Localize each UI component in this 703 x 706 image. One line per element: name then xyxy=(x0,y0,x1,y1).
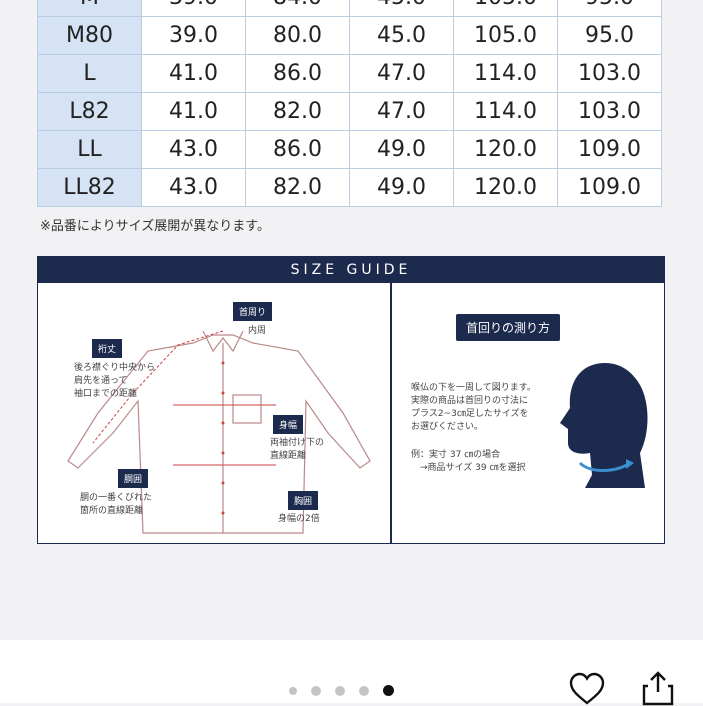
size-value-cell: 45.0 xyxy=(349,0,454,17)
bottom-bar xyxy=(0,640,703,703)
size-value-cell: 80.0 xyxy=(245,16,350,55)
pager-dot[interactable] xyxy=(359,685,369,696)
size-value-cell: 120.0 xyxy=(453,130,558,169)
size-value-cell: 95.0 xyxy=(557,16,662,55)
image-pager[interactable] xyxy=(289,685,394,696)
width-tag: 身幅 xyxy=(273,415,304,434)
size-table: M39.084.045.0105.095.0M8039.080.045.0105… xyxy=(37,0,662,207)
pager-dot[interactable] xyxy=(335,685,345,696)
size-value-cell: 47.0 xyxy=(349,54,454,93)
size-value-cell: 47.0 xyxy=(349,92,454,131)
size-value-cell: 39.0 xyxy=(141,0,246,17)
size-value-cell: 103.0 xyxy=(557,92,662,131)
size-label-cell: L82 xyxy=(37,92,142,131)
table-row: LL82 43.0 82.0 49.0 120.0 109.0 xyxy=(37,168,662,207)
table-row: LL 43.0 86.0 49.0 120.0 109.0 xyxy=(37,130,662,169)
size-value-cell: 109.0 xyxy=(557,168,662,207)
waist-desc: 胴の一番くびれた 箇所の直線距離 xyxy=(80,493,153,516)
panel-divider xyxy=(390,283,392,543)
size-label-cell: M80 xyxy=(37,16,142,55)
size-label-cell: M xyxy=(37,0,142,17)
size-value-cell: 39.0 xyxy=(141,16,246,55)
size-note: ※品番によりサイズ展開が異なります。 xyxy=(40,219,270,234)
table-row: L 41.0 86.0 47.0 114.0 103.0 xyxy=(37,54,662,93)
neck-tag: 首周り xyxy=(233,302,273,321)
size-label-cell: LL xyxy=(37,130,142,169)
size-value-cell: 95.0 xyxy=(557,0,662,17)
size-label-cell: LL82 xyxy=(37,168,142,207)
table-row: M80 39.0 80.0 45.0 105.0 95.0 xyxy=(37,16,662,55)
size-value-cell: 114.0 xyxy=(453,54,558,93)
size-value-cell: 120.0 xyxy=(453,168,558,207)
head-silhouette-icon xyxy=(560,363,648,488)
size-value-cell: 86.0 xyxy=(245,54,350,93)
heart-icon[interactable] xyxy=(568,672,606,706)
size-value-cell: 49.0 xyxy=(349,168,454,207)
product-image: M39.084.045.0105.095.0M8039.080.045.0105… xyxy=(37,0,665,544)
size-value-cell: 49.0 xyxy=(349,130,454,169)
size-value-cell: 103.0 xyxy=(557,54,662,93)
measure-title: 首回りの測り方 xyxy=(456,314,561,341)
size-value-cell: 45.0 xyxy=(349,16,454,55)
sleeve-tag: 裄丈 xyxy=(92,339,123,358)
width-desc: 両袖付け下の 直線距離 xyxy=(270,438,325,461)
measure-example: 例：実寸 37 ㎝の場合 →商品サイズ 39 ㎝を選択 xyxy=(411,450,526,473)
size-value-cell: 114.0 xyxy=(453,92,558,131)
waist-tag: 胴囲 xyxy=(118,469,149,488)
size-value-cell: 84.0 xyxy=(245,0,350,17)
pager-dot[interactable] xyxy=(289,686,297,695)
size-guide-panel: SIZE GUIDE 首周り 内周 裄丈 後ろ襟ぐり中央か xyxy=(37,256,665,544)
measure-desc: 喉仏の下を一周して図ります。 実際の商品は首回りの寸法に プラス2~3㎝足したサ… xyxy=(411,383,536,432)
size-guide-title: SIZE GUIDE xyxy=(38,257,664,283)
pager-dot[interactable] xyxy=(311,685,321,696)
pager-dot[interactable] xyxy=(383,685,394,696)
size-value-cell: 41.0 xyxy=(141,92,246,131)
size-label-cell: L xyxy=(37,54,142,93)
sleeve-desc: 後ろ襟ぐり中央から 肩先を通って 袖口までの距離 xyxy=(74,363,156,399)
size-value-cell: 86.0 xyxy=(245,130,350,169)
table-row: L82 41.0 82.0 47.0 114.0 103.0 xyxy=(37,92,662,131)
size-value-cell: 41.0 xyxy=(141,54,246,93)
chest-desc: 身幅の2倍 xyxy=(278,514,320,524)
size-value-cell: 43.0 xyxy=(141,130,246,169)
size-value-cell: 105.0 xyxy=(453,0,558,17)
share-icon[interactable] xyxy=(640,670,676,706)
size-value-cell: 109.0 xyxy=(557,130,662,169)
size-value-cell: 105.0 xyxy=(453,16,558,55)
shirt-illustration xyxy=(67,330,371,534)
chest-tag: 胸囲 xyxy=(288,491,319,510)
neck-desc: 内周 xyxy=(248,326,267,336)
size-value-cell: 43.0 xyxy=(141,168,246,207)
size-value-cell: 82.0 xyxy=(245,92,350,131)
size-value-cell: 82.0 xyxy=(245,168,350,207)
